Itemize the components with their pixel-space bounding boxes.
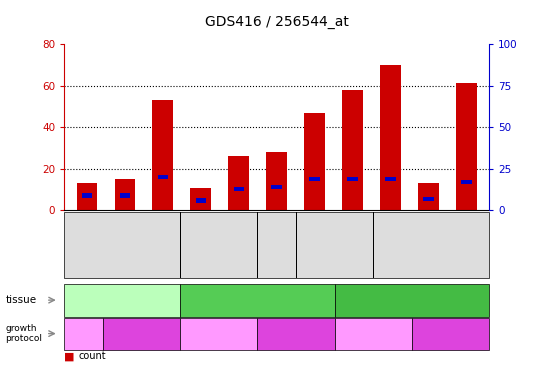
Bar <box>158 175 168 179</box>
Text: greenhouse: greenhouse <box>113 329 170 339</box>
Bar <box>82 193 92 198</box>
Text: GSM9225: GSM9225 <box>152 217 161 258</box>
Text: growth
chamber: growth chamber <box>68 327 99 340</box>
Text: GSM9224: GSM9224 <box>113 217 122 258</box>
Text: GSM9228: GSM9228 <box>268 217 277 258</box>
Text: count: count <box>78 351 106 361</box>
Text: greenhouse: greenhouse <box>421 329 479 339</box>
Text: growth
protocol: growth protocol <box>6 324 42 343</box>
Bar <box>272 185 282 189</box>
Text: GSM9226: GSM9226 <box>191 217 200 258</box>
Text: tissue: tissue <box>6 295 37 305</box>
Text: GDS416 / 256544_at: GDS416 / 256544_at <box>205 15 349 29</box>
Text: GSM9232: GSM9232 <box>422 217 431 258</box>
Bar <box>385 177 396 181</box>
Text: flower: flower <box>395 295 429 305</box>
Text: leaf: leaf <box>112 295 132 305</box>
Bar <box>304 113 325 210</box>
Text: ■: ■ <box>64 351 75 361</box>
Text: GSM9233: GSM9233 <box>461 217 470 258</box>
Bar <box>266 152 287 210</box>
Text: greenhouse: greenhouse <box>267 329 325 339</box>
Bar <box>456 83 477 210</box>
Text: stem: stem <box>244 295 271 305</box>
Bar <box>77 183 97 210</box>
Text: GSM9227: GSM9227 <box>229 217 238 258</box>
Bar <box>191 187 211 210</box>
Text: GSM9223: GSM9223 <box>74 217 84 258</box>
Text: GSM9230: GSM9230 <box>345 217 354 258</box>
Bar <box>228 156 249 210</box>
Bar <box>461 180 472 184</box>
Bar <box>153 100 173 210</box>
Bar <box>234 187 244 191</box>
Text: growth chamber: growth chamber <box>190 330 248 337</box>
Text: growth chamber: growth chamber <box>344 330 402 337</box>
Bar <box>380 65 401 210</box>
Bar <box>423 197 434 201</box>
Bar <box>196 198 206 202</box>
Bar <box>115 179 135 210</box>
Bar <box>310 177 320 181</box>
Bar <box>342 90 363 210</box>
Text: GSM9229: GSM9229 <box>306 217 315 258</box>
Bar <box>347 177 358 181</box>
Text: GSM9231: GSM9231 <box>383 217 392 258</box>
Bar <box>120 193 130 198</box>
Bar <box>418 183 439 210</box>
